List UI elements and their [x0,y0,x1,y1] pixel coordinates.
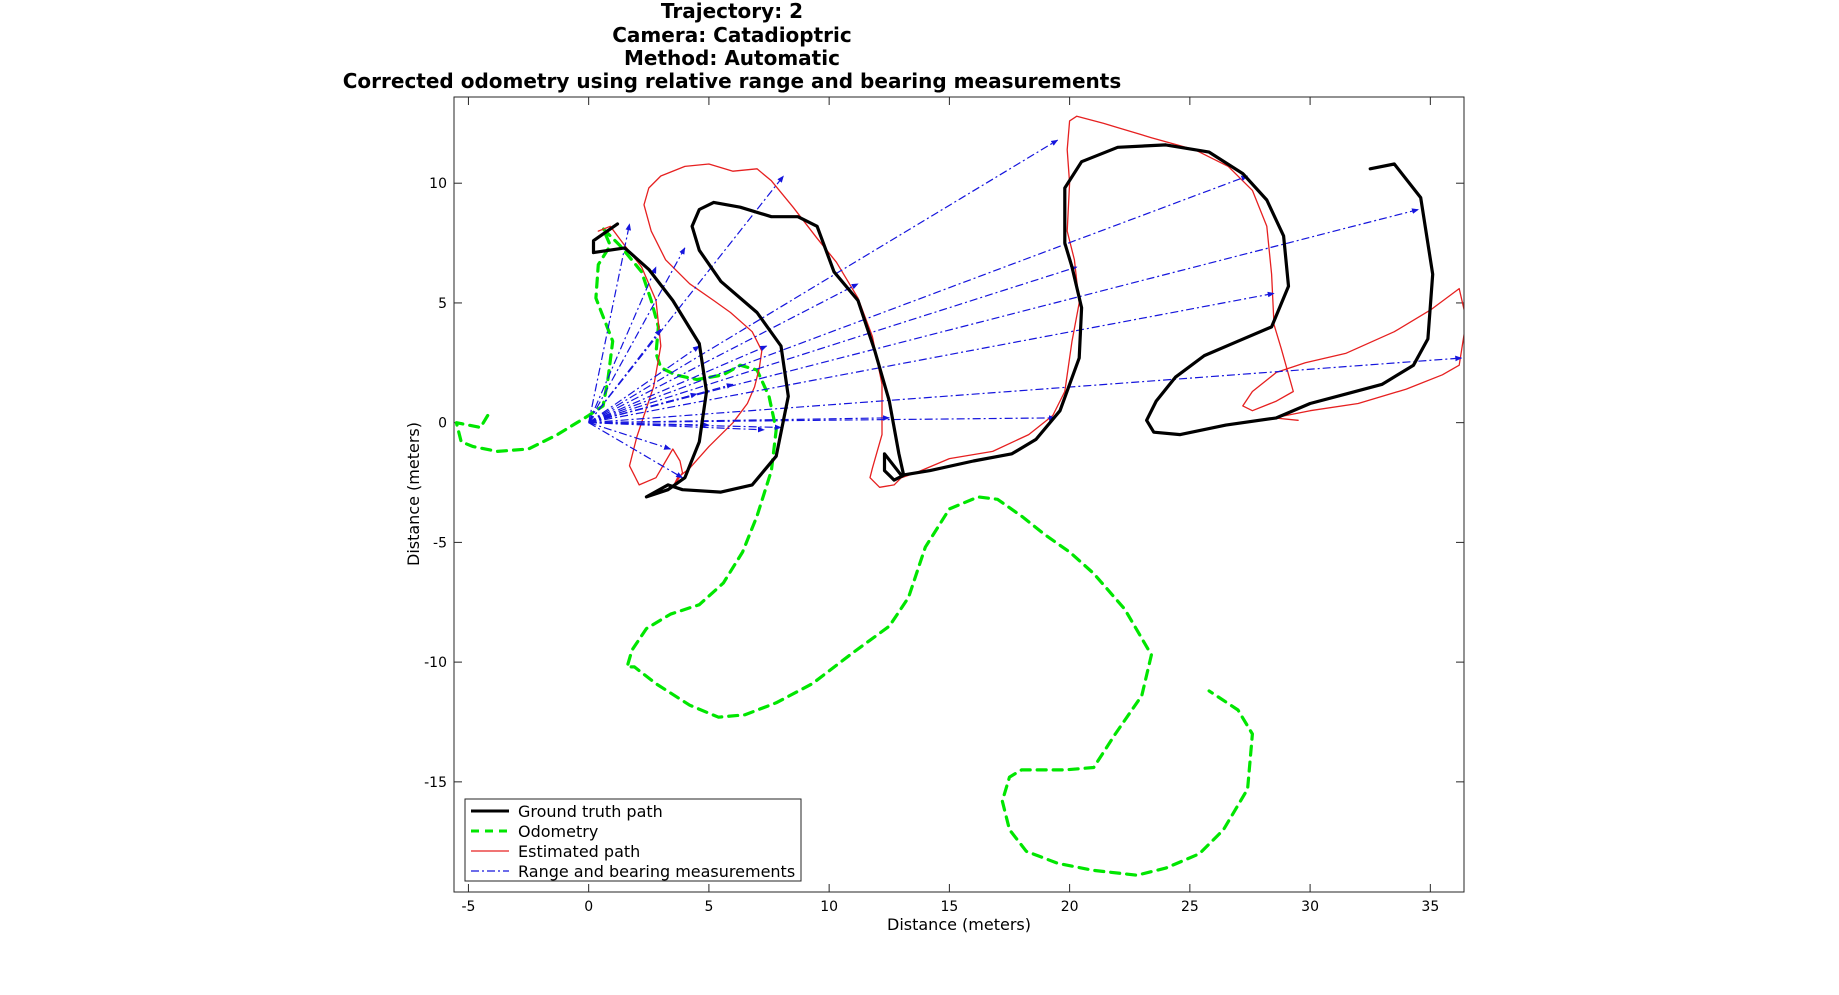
y-tick-label: 5 [438,296,447,312]
legend-label-ground-truth: Ground truth path [518,802,663,821]
title-trajectory: Trajectory: 2 [661,0,803,23]
legend-label-measurements: Range and bearing measurements [518,862,795,881]
y-axis-label: Distance (meters) [404,422,423,566]
legend-label-odometry: Odometry [518,822,598,841]
x-tick-label: 25 [1181,899,1199,915]
title-description: Corrected odometry using relative range … [343,69,1122,93]
x-tick-label: 0 [584,899,593,915]
legend-label-estimated: Estimated path [518,842,640,861]
x-tick-label: 30 [1301,899,1319,915]
x-axis-label: Distance (meters) [887,915,1031,934]
x-tick-labels: -5 0 5 10 15 20 25 30 35 [461,899,1439,915]
x-tick-label: 15 [940,899,958,915]
y-tick-label: 10 [429,176,447,192]
y-tick-label: -5 [433,535,447,551]
y-tick-label: -15 [424,775,447,791]
y-tick-label: -10 [424,655,447,671]
x-tick-label: 35 [1421,899,1439,915]
plot-background [454,97,1464,892]
x-tick-label: -5 [461,899,475,915]
title-camera: Camera: Catadioptric [612,23,852,47]
x-tick-label: 5 [704,899,713,915]
chart-title: Trajectory: 2 Camera: Catadioptric Metho… [343,0,1122,93]
title-method: Method: Automatic [624,46,840,70]
x-tick-label: 10 [820,899,838,915]
x-tick-label: 20 [1061,899,1079,915]
y-tick-labels: -15 -10 -5 0 5 10 [424,176,447,791]
legend: Ground truth path Odometry Estimated pat… [465,799,801,881]
y-tick-label: 0 [438,416,447,432]
